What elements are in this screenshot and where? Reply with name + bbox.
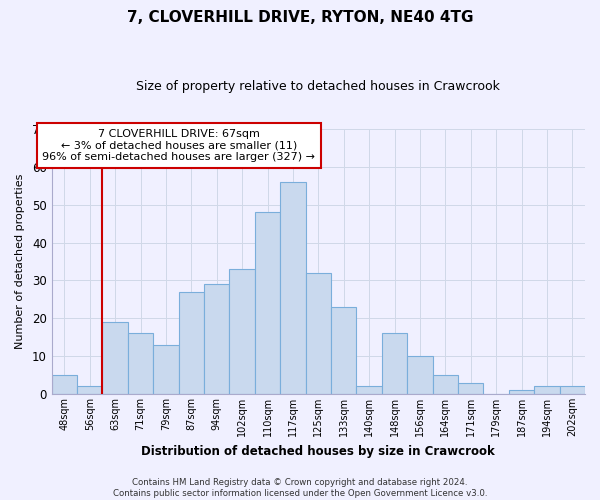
Bar (128, 334, 153, 394)
Bar (229, 269, 255, 394)
Bar (179, 292, 204, 394)
Bar (204, 284, 229, 394)
Bar (331, 307, 356, 394)
Bar (509, 390, 534, 394)
Bar (382, 334, 407, 394)
Text: Contains HM Land Registry data © Crown copyright and database right 2024.
Contai: Contains HM Land Registry data © Crown c… (113, 478, 487, 498)
Bar (77, 386, 103, 394)
Bar (52, 375, 77, 394)
Bar (356, 386, 382, 394)
Text: 7, CLOVERHILL DRIVE, RYTON, NE40 4TG: 7, CLOVERHILL DRIVE, RYTON, NE40 4TG (127, 10, 473, 25)
Bar (407, 356, 433, 394)
X-axis label: Distribution of detached houses by size in Crawcrook: Distribution of detached houses by size … (142, 444, 495, 458)
Bar (103, 322, 128, 394)
Bar (255, 212, 280, 394)
Bar (280, 182, 305, 394)
Title: Size of property relative to detached houses in Crawcrook: Size of property relative to detached ho… (136, 80, 500, 93)
Bar (305, 273, 331, 394)
Text: 7 CLOVERHILL DRIVE: 67sqm
← 3% of detached houses are smaller (11)
96% of semi-d: 7 CLOVERHILL DRIVE: 67sqm ← 3% of detach… (42, 129, 315, 162)
Bar (534, 386, 560, 394)
Bar (433, 375, 458, 394)
Bar (153, 345, 179, 394)
Bar (458, 382, 484, 394)
Bar (560, 386, 585, 394)
Y-axis label: Number of detached properties: Number of detached properties (15, 174, 25, 349)
